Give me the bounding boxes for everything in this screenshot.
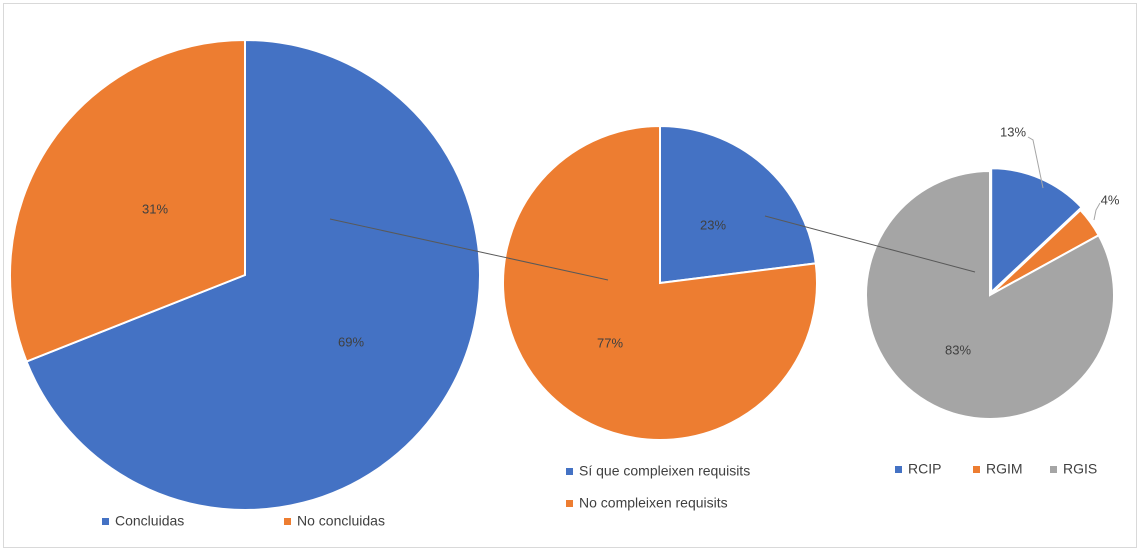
legend-swatch-2-2 [566,500,573,507]
legend-label-2-2: No compleixen requisits [579,495,728,511]
pie-3-slice-1 [990,167,1083,295]
pie-3-data-label-1: 13% [1000,124,1026,139]
pie-2-data-label-2: 77% [597,335,623,350]
legend-swatch-1-2 [284,518,291,525]
pie-1-slice-1 [25,38,481,511]
legends: Concluidas No concluidas Sí que compleixen… [102,461,1097,529]
legend-label-3-2: RGIM [986,461,1023,477]
pie-1-data-label-2: 31% [142,201,168,216]
pie-1-data-label-1: 69% [338,334,364,349]
chart-frame [3,3,1137,548]
legend-label-1-1: Concluidas [115,513,184,529]
legend-label-2-1: Sí que compleixen requisits [579,463,750,479]
pie-1-slice-2 [9,38,246,363]
pie-3-data-label-3: 83% [945,342,971,357]
connector-line-1 [329,218,609,281]
legend-label-3-3: RGIS [1063,461,1097,477]
pie-2-slice-1 [659,124,817,285]
pie-2-slice-2 [502,124,818,441]
pies-group [9,38,1115,511]
leader-line-rgim [1093,202,1101,221]
connector-lines [329,136,1101,281]
leader-line-rcip [1027,136,1044,189]
pie-2-data-label-1: 23% [700,217,726,232]
legend-swatch-3-2 [973,466,980,473]
pie-3-data-label-2: 4% [1101,192,1120,207]
legend-label-1-2: No concluidas [297,513,385,529]
legend-label-3-1: RCIP [908,461,941,477]
legend-swatch-1-1 [102,518,109,525]
legend-swatch-3-3 [1050,466,1057,473]
data-labels: 69% 31% 23% 77% 13% 4% 83% [142,124,1120,357]
connector-line-2 [764,215,976,273]
legend-swatch-3-1 [895,466,902,473]
pie-3-slice-3 [865,169,1115,420]
legend-swatch-2-1 [566,468,573,475]
